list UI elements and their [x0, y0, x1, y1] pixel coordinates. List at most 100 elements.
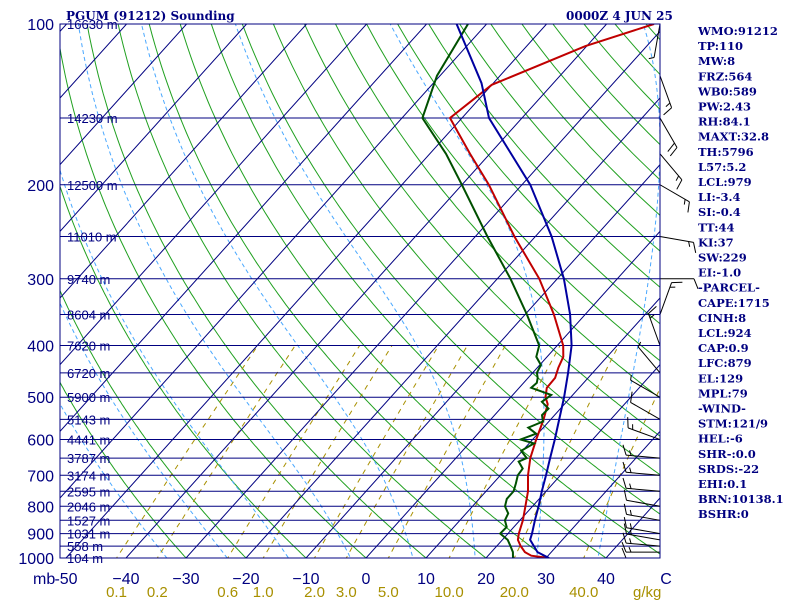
wind-barb — [623, 503, 661, 521]
moist-adiabat — [234, 24, 476, 558]
dry-adiabat — [117, 24, 487, 558]
dry-adiabat — [86, 24, 427, 558]
wind-barb — [659, 153, 683, 190]
dry-adiabat — [397, 24, 660, 325]
height-label: 2595 m — [67, 484, 110, 499]
isotherm — [245, 97, 660, 558]
pressure-tick-label: 800 — [27, 499, 54, 516]
index-item: FRZ:564 — [698, 69, 752, 83]
wind-barb-staff — [626, 533, 661, 541]
index-item: SW:229 — [698, 251, 747, 265]
index-item: SI:-0.4 — [698, 205, 741, 219]
wind-barb-flag — [621, 547, 627, 559]
wind-barb-half-flag — [629, 450, 632, 456]
wind-barb-staff — [626, 487, 661, 492]
pressure-unit-label: mb — [33, 571, 55, 588]
index-item: BSHR:0 — [698, 507, 749, 521]
moist-adiabat — [60, 302, 228, 558]
temperature-tick-label: 10 — [417, 571, 435, 588]
index-item: EI:-1.0 — [698, 266, 741, 280]
wind-barb-flag — [648, 306, 657, 314]
wind-barb-half-flag — [628, 546, 632, 553]
index-item: RH:84.1 — [698, 115, 751, 129]
temperature-tick-label: 40 — [597, 571, 615, 588]
wind-barb — [659, 236, 697, 254]
isotherm — [60, 24, 488, 499]
pressure-tick-label: 200 — [27, 178, 54, 195]
isotherm — [485, 363, 660, 558]
wind-barb — [659, 75, 673, 116]
mixing-ratio-line — [115, 345, 259, 558]
temperature-tick-label: -50 — [54, 571, 77, 588]
wind-barb-staff — [653, 23, 661, 58]
isotherm — [185, 30, 660, 558]
index-item: STM:121/9 — [698, 417, 768, 431]
plot-frame — [59, 23, 661, 559]
temperature-profile — [448, 24, 655, 558]
temperature-tick-label: −30 — [172, 571, 199, 588]
index-item: LFC:879 — [698, 356, 752, 370]
mixing-ratio-line — [227, 345, 361, 558]
wind-barb-half-flag — [629, 483, 632, 489]
pressure-tick-label: 400 — [27, 339, 54, 356]
mixing-ratio-label: 40.0 — [569, 584, 598, 600]
isotherm — [60, 24, 68, 33]
wind-barb — [659, 184, 690, 213]
index-item: CINH:8 — [698, 311, 746, 325]
mixing-ratio-label: 0.2 — [147, 584, 168, 600]
dry-adiabats — [60, 12, 800, 569]
mixing-ratio-lines — [115, 345, 660, 558]
wind-barb — [630, 374, 661, 398]
wind-barb-flag — [623, 489, 627, 501]
index-item: SRDS:-22 — [698, 462, 759, 476]
dry-adiabat — [552, 24, 660, 146]
dry-adiabat — [789, 12, 800, 569]
isotherm — [125, 24, 608, 558]
wind-barb-flag — [676, 179, 683, 190]
wind-barb-flag — [669, 147, 678, 157]
temperature-tick-label: −40 — [112, 571, 139, 588]
dry-adiabat — [272, 24, 660, 476]
wind-barb-staff — [627, 427, 661, 441]
mixing-ratio-line — [583, 387, 660, 558]
wind-barb-half-flag — [665, 102, 671, 107]
index-item: SHR-:0.0 — [698, 447, 756, 461]
dry-adiabat — [60, 381, 187, 558]
height-label: 1031 m — [67, 527, 110, 542]
wind-barb — [659, 117, 678, 157]
wind-barb — [647, 306, 661, 346]
moist-adiabat — [77, 24, 352, 558]
wind-barb-half-flag — [683, 199, 686, 205]
dry-adiabat — [334, 24, 660, 399]
wind-barb-half-flag — [629, 509, 632, 516]
wind-barb-half-flag — [648, 57, 655, 60]
mixing-ratio-label: 2.0 — [304, 584, 325, 600]
isotherm — [365, 230, 660, 558]
index-item: KI:37 — [698, 235, 734, 249]
wind-barb-staff — [659, 236, 694, 243]
temperature-tick-label: −20 — [232, 571, 259, 588]
pressure-tick-label: 1000 — [18, 551, 54, 568]
mixing-ratio-line — [387, 345, 506, 558]
dewpoint-profile — [421, 24, 554, 558]
height-label: 7620 m — [67, 339, 110, 354]
isobars — [60, 24, 660, 558]
pressure-tick-label: 100 — [27, 17, 54, 34]
wind-barb-flag — [622, 477, 627, 489]
mixing-ratio-label: 10.0 — [434, 584, 463, 600]
height-label: 1527 m — [67, 513, 110, 528]
moist-adiabats — [60, 24, 660, 558]
index-item: PW:2.43 — [698, 100, 751, 114]
mixing-ratio-line — [262, 345, 393, 558]
index-item: TT:44 — [698, 220, 735, 234]
sounding-profiles — [421, 24, 655, 558]
isotherm — [545, 430, 660, 558]
mixing-ratio-line — [345, 345, 468, 558]
index-item: BRN:10138.1 — [698, 492, 784, 506]
chart-title: PGUM (91212) Sounding — [66, 9, 235, 23]
temperature-tick-label: −10 — [292, 571, 319, 588]
index-item: -WIND- — [698, 402, 746, 416]
wind-barb-flag — [621, 541, 627, 553]
wind-barb — [630, 391, 661, 420]
